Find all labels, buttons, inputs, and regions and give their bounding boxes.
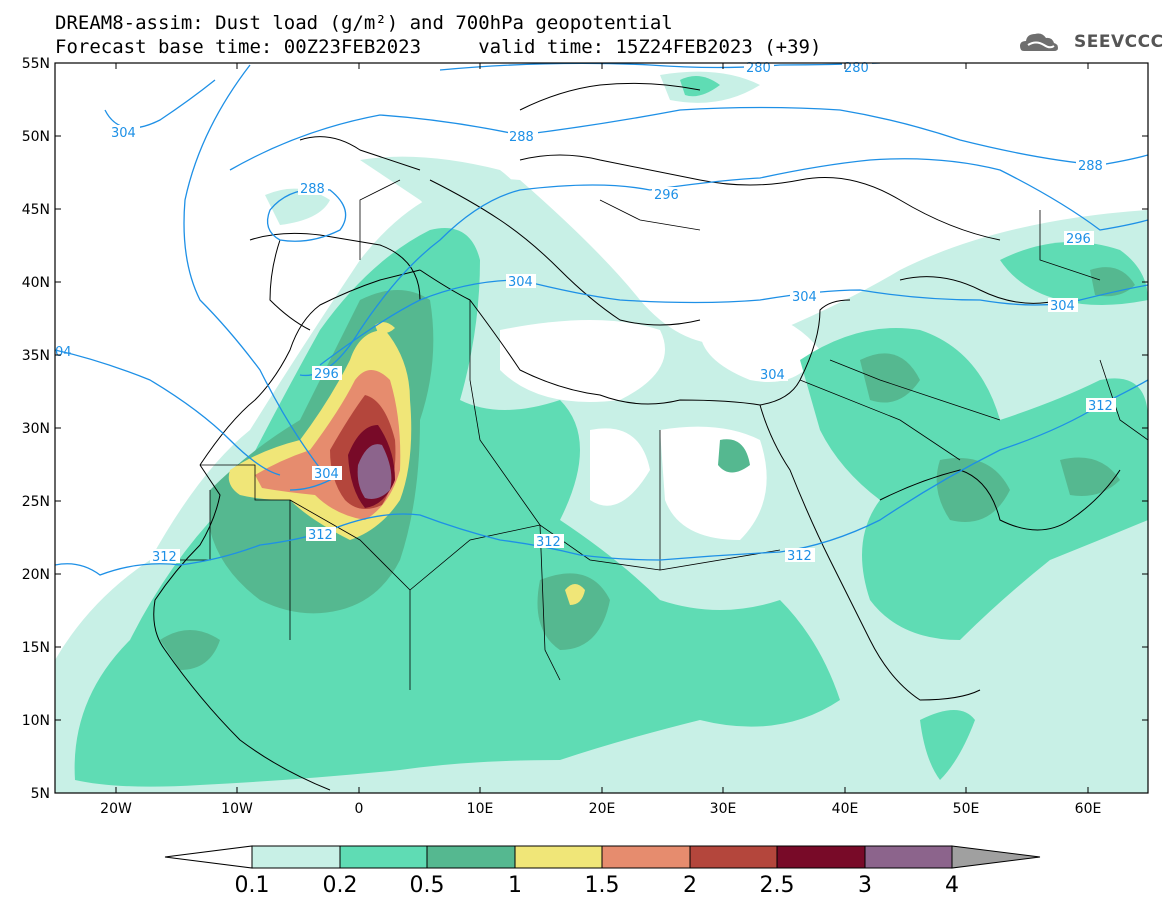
- lon-label: 50E: [953, 801, 980, 817]
- lon-label: 20E: [589, 801, 616, 817]
- coastlines: [153, 82, 1121, 791]
- lon-label: 0: [355, 801, 364, 817]
- lat-label: 45N: [22, 202, 50, 218]
- lat-label: 50N: [22, 129, 50, 145]
- lat-label: 10N: [22, 713, 50, 729]
- colorbar-swatch: [601, 845, 691, 869]
- geopotential-contours: [55, 63, 1148, 576]
- colorbar-swatch: [689, 845, 778, 869]
- colorbar-swatch: [514, 845, 603, 869]
- lon-label: 10W: [221, 801, 253, 817]
- colorbar-swatch: [339, 845, 428, 869]
- lat-label: 40N: [22, 275, 50, 291]
- colorbar-high-arrow: [951, 845, 1041, 869]
- seevccc-logo: SEEVCCC: [1074, 32, 1164, 52]
- colorbar-label: 0.5: [410, 873, 445, 898]
- contour-labels: 304 288 288 296 296 304 304 304 304 312 …: [55, 61, 1116, 565]
- svg-text:304: 304: [760, 368, 785, 383]
- longitude-axis: 20W 10W 0 10E 20E 30E 40E 50E 60E: [100, 63, 1101, 817]
- lat-label: 25N: [22, 494, 50, 510]
- svg-text:304: 304: [314, 467, 339, 482]
- colorbar-label: 3: [858, 873, 872, 898]
- cloud-logo-icon: [1020, 33, 1058, 51]
- colorbar-swatch: [426, 845, 516, 869]
- svg-text:312: 312: [152, 550, 177, 565]
- svg-text:312: 312: [308, 528, 333, 543]
- colorbar-label: 2: [683, 873, 697, 898]
- colorbar: 0.1 0.2 0.5 1 1.5 2 2.5 3 4: [164, 845, 1041, 898]
- colorbar-label: 2.5: [760, 873, 795, 898]
- latitude-axis: 55N 50N 45N 40N 35N 30N 25N 20N 15N 10N …: [22, 56, 1148, 802]
- dust-field: [55, 63, 1148, 793]
- svg-text:312: 312: [1088, 399, 1113, 414]
- colorbar-label: 0.2: [323, 873, 358, 898]
- svg-text:296: 296: [1066, 232, 1091, 247]
- svg-text:312: 312: [787, 549, 812, 564]
- lon-label: 20W: [100, 801, 132, 817]
- lat-label: 55N: [22, 56, 50, 72]
- svg-text:288: 288: [1078, 159, 1103, 174]
- svg-text:304: 304: [508, 275, 533, 290]
- svg-text:304: 304: [111, 126, 136, 141]
- colorbar-label: 1.5: [585, 873, 620, 898]
- contour-label-04: 04: [55, 345, 72, 360]
- country-borders: [155, 179, 1148, 690]
- colorbar-swatch: [864, 845, 953, 869]
- colorbar-label: 0.1: [235, 873, 270, 898]
- svg-text:280: 280: [844, 61, 869, 76]
- lat-label: 15N: [22, 640, 50, 656]
- svg-text:280: 280: [746, 61, 771, 76]
- map-title: DREAM8-assim: Dust load (g/m²) and 700hP…: [55, 12, 673, 34]
- colorbar-low-arrow: [164, 845, 253, 869]
- colorbar-label: 1: [508, 873, 522, 898]
- svg-text:304: 304: [792, 290, 817, 305]
- colorbar-label: 4: [945, 873, 959, 898]
- svg-text:288: 288: [300, 182, 325, 197]
- svg-text:312: 312: [536, 535, 561, 550]
- lat-label: 20N: [22, 567, 50, 583]
- lat-label: 5N: [31, 786, 50, 802]
- svg-text:296: 296: [654, 188, 679, 203]
- lon-label: 40E: [832, 801, 859, 817]
- lat-label: 30N: [22, 421, 50, 437]
- lon-label: 60E: [1075, 801, 1102, 817]
- svg-text:296: 296: [314, 367, 339, 382]
- colorbar-swatch: [251, 845, 341, 869]
- svg-text:288: 288: [509, 130, 534, 145]
- lon-label: 30E: [710, 801, 737, 817]
- map-subtitle: Forecast base time: 00Z23FEB2023 valid t…: [55, 36, 822, 58]
- colorbar-swatch: [776, 845, 866, 869]
- lat-label: 35N: [22, 348, 50, 364]
- lon-label: 10E: [467, 801, 494, 817]
- svg-text:304: 304: [1050, 299, 1075, 314]
